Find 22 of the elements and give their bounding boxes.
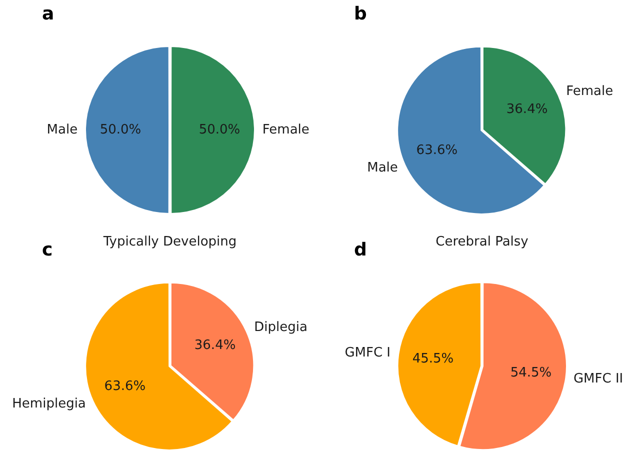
data-label: 36.4%	[506, 102, 548, 117]
data-label: 63.6%	[416, 142, 458, 158]
chart-title: d	[354, 240, 367, 261]
data-label: 50.0%	[100, 122, 142, 138]
slice-label: Female	[262, 122, 310, 138]
data-label: 63.6%	[104, 378, 146, 394]
chart-title: c	[42, 240, 53, 261]
text: Typically Developing	[102, 234, 237, 250]
data-label: 36.4%	[194, 338, 236, 353]
slice-label: GMFC II	[573, 371, 624, 386]
slice-label: GMFC I	[344, 345, 391, 360]
data-label: 54.5%	[510, 365, 552, 380]
text: Cerebral Palsy	[436, 234, 529, 250]
slice-label: Male	[367, 160, 398, 176]
slice-label: Female	[566, 84, 614, 100]
data-label: 45.5%	[412, 351, 454, 366]
chart-title: b	[354, 4, 367, 25]
slice-label: Male	[46, 122, 78, 138]
data-label: 50.0%	[198, 122, 240, 138]
chart-title: a	[42, 4, 54, 25]
slice-label: Hemiplegia	[12, 396, 86, 412]
slice-label: Diplegia	[254, 320, 308, 336]
